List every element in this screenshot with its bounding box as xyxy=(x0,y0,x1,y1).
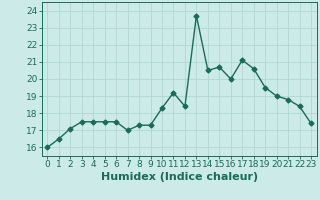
X-axis label: Humidex (Indice chaleur): Humidex (Indice chaleur) xyxy=(100,172,258,182)
